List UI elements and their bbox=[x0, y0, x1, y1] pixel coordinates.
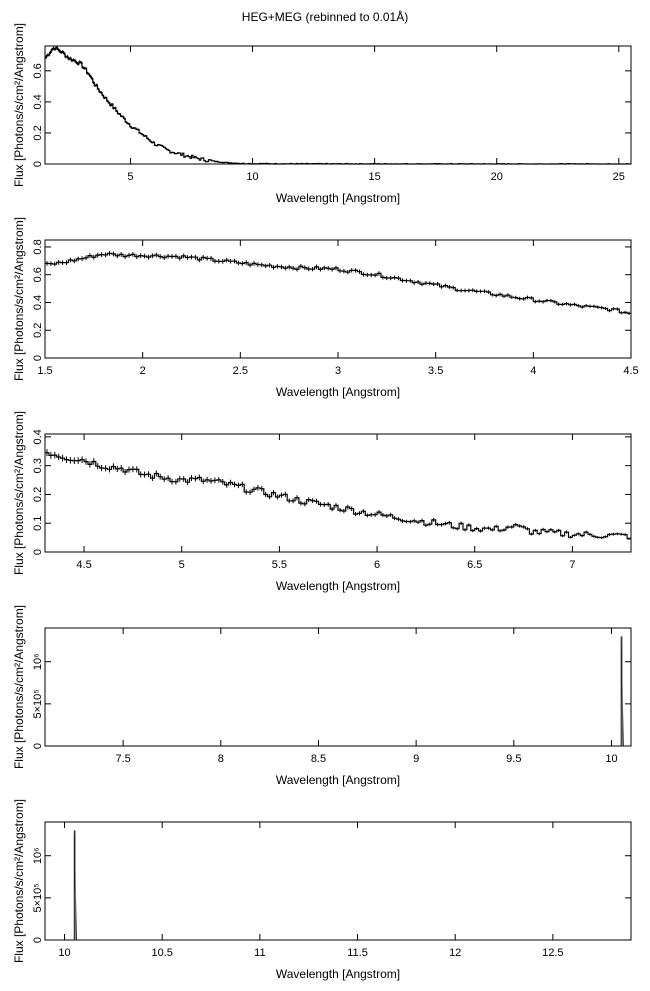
error-bars bbox=[46, 449, 630, 540]
x-tick-label: 4 bbox=[530, 365, 536, 377]
y-tick-label: 0 bbox=[32, 937, 44, 943]
x-tick-label: 10 bbox=[58, 947, 70, 959]
x-tick-label: 7.5 bbox=[115, 753, 130, 765]
plot-frame bbox=[44, 627, 632, 747]
x-tick-label: 6 bbox=[374, 559, 380, 571]
x-tick-label: 8.5 bbox=[311, 753, 326, 765]
data-series-line bbox=[45, 252, 631, 314]
x-tick-label: 11.5 bbox=[347, 947, 368, 959]
x-axis-label: Wavelength [Angstrom] bbox=[276, 967, 400, 981]
x-tick-label: 12.5 bbox=[542, 947, 563, 959]
x-tick-label: 9 bbox=[413, 753, 419, 765]
y-axis-label: Flux [Photons/s/cm²/Angstrom] bbox=[12, 799, 26, 963]
x-tick-label: 5 bbox=[127, 171, 133, 183]
y-tick-label: 10⁶ bbox=[32, 847, 44, 864]
x-axis-label: Wavelength [Angstrom] bbox=[276, 579, 400, 593]
error-bars bbox=[46, 251, 630, 315]
error-bars bbox=[45, 45, 347, 164]
y-tick-label: 10⁶ bbox=[32, 653, 44, 670]
y-tick-label: 0.3 bbox=[32, 458, 44, 473]
data-series-line bbox=[45, 46, 631, 165]
x-tick-label: 6.5 bbox=[467, 559, 482, 571]
y-tick-label: 0.8 bbox=[32, 239, 44, 254]
data-series-line bbox=[45, 452, 631, 540]
x-tick-label: 12 bbox=[449, 947, 461, 959]
y-tick-label: 0.2 bbox=[32, 125, 44, 140]
page-title: HEG+MEG (rebinned to 0.01Å) bbox=[241, 10, 409, 24]
x-tick-label: 10 bbox=[246, 171, 258, 183]
y-tick-label: 0.4 bbox=[32, 429, 44, 444]
y-tick-label: 0.4 bbox=[32, 295, 44, 310]
x-tick-label: 25 bbox=[613, 171, 625, 183]
x-tick-label: 10 bbox=[605, 753, 617, 765]
y-tick-label: 0.2 bbox=[32, 487, 44, 502]
plot-frame bbox=[44, 821, 632, 941]
y-tick-label: 0 bbox=[32, 161, 44, 167]
y-tick-label: 0.6 bbox=[32, 267, 44, 282]
y-axis-label: Flux [Photons/s/cm²/Angstrom] bbox=[12, 605, 26, 769]
plot-frame bbox=[44, 433, 632, 553]
plot-frame bbox=[44, 239, 632, 359]
chart-panel-5: 10 10.5 11 11.5 12 12.5 0 5×10⁵ 10⁶ Wavelength [A… bbox=[12, 799, 632, 981]
x-tick-label: 10.5 bbox=[151, 947, 172, 959]
data-series-line bbox=[45, 830, 631, 941]
x-tick-label: 5.5 bbox=[272, 559, 287, 571]
x-tick-label: 2.5 bbox=[233, 365, 248, 377]
chart-panel-3: 4.5 5 5.5 6 6.5 7 0 0.1 0.2 0.3 0.4 Wavelength [Ang… bbox=[12, 411, 632, 593]
x-tick-label: 2 bbox=[140, 365, 146, 377]
chart-panel-2: 1.5 2 2.5 3 3.5 4 4.5 0 0.2 0.4 0.6 0.8 Wavelength [… bbox=[12, 217, 639, 399]
x-tick-label: 5 bbox=[179, 559, 185, 571]
x-tick-label: 4.5 bbox=[623, 365, 638, 377]
y-tick-label: 0.1 bbox=[32, 516, 44, 531]
x-tick-label: 4.5 bbox=[76, 559, 91, 571]
y-tick-label: 0.6 bbox=[32, 63, 44, 78]
data-series-line bbox=[45, 636, 631, 747]
y-tick-label: 0 bbox=[32, 355, 44, 361]
y-axis-label: Flux [Photons/s/cm²/Angstrom] bbox=[12, 217, 26, 381]
y-tick-label: 0 bbox=[32, 549, 44, 555]
chart-panel-1: 5 10 15 20 25 0 0.2 0.4 0.6 Wavelength [Angstrom]… bbox=[12, 23, 632, 205]
x-tick-label: 20 bbox=[491, 171, 503, 183]
x-tick-label: 15 bbox=[369, 171, 381, 183]
y-axis-label: Flux [Photons/s/cm²/Angstrom] bbox=[12, 23, 26, 187]
x-axis-label: Wavelength [Angstrom] bbox=[276, 191, 400, 205]
x-axis-label: Wavelength [Angstrom] bbox=[276, 773, 400, 787]
y-tick-label: 0.4 bbox=[32, 94, 44, 109]
x-axis-label: Wavelength [Angstrom] bbox=[276, 385, 400, 399]
x-tick-label: 7 bbox=[569, 559, 575, 571]
y-tick-label: 5×10⁵ bbox=[32, 883, 44, 912]
x-tick-label: 1.5 bbox=[37, 365, 52, 377]
x-tick-label: 8 bbox=[218, 753, 224, 765]
y-axis-label: Flux [Photons/s/cm²/Angstrom] bbox=[12, 411, 26, 575]
x-tick-label: 3.5 bbox=[428, 365, 443, 377]
plot-frame bbox=[44, 45, 632, 165]
x-tick-label: 11 bbox=[254, 947, 265, 959]
x-tick-label: 9.5 bbox=[506, 753, 521, 765]
y-tick-label: 5×10⁵ bbox=[32, 689, 44, 718]
x-tick-label: 3 bbox=[335, 365, 341, 377]
y-tick-label: 0 bbox=[32, 743, 44, 749]
y-tick-label: 0.2 bbox=[32, 323, 44, 338]
chart-panel-4: 7.5 8 8.5 9 9.5 10 0 5×10⁵ 10⁶ Wavelength [Angstr… bbox=[12, 605, 632, 787]
